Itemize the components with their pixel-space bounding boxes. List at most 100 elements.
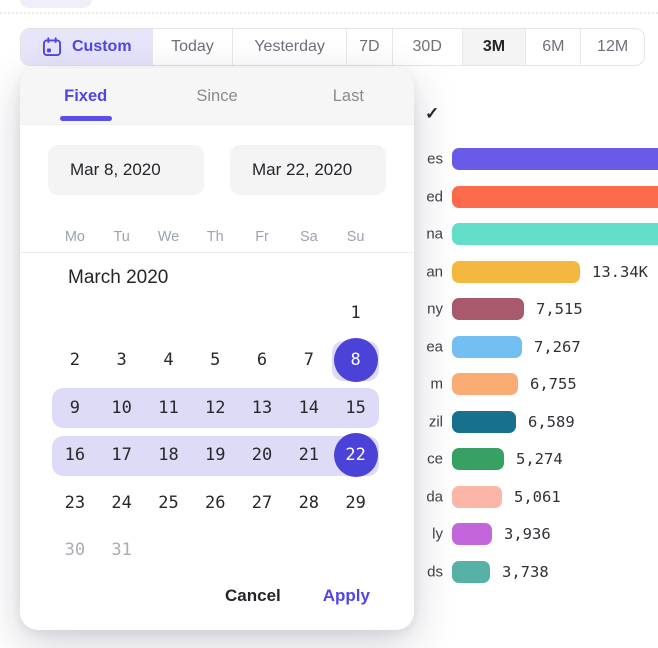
- value-bar[interactable]: [452, 148, 658, 171]
- tab-fixed[interactable]: Fixed: [20, 68, 151, 124]
- value-label: 3,936: [504, 525, 551, 544]
- country-label-fragment: es: [427, 150, 443, 168]
- day-cell-26[interactable]: 26: [204, 492, 226, 513]
- weekday-label: Mo: [64, 229, 85, 245]
- range-segment-30d[interactable]: 30D: [393, 29, 463, 65]
- chart-row: ea 7,267: [0, 328, 658, 366]
- day-cell-30: 30: [64, 540, 86, 561]
- day-cell-28[interactable]: 28: [298, 492, 320, 513]
- day-cell-5[interactable]: 5: [210, 350, 221, 371]
- day-cell-14[interactable]: 14: [298, 397, 320, 418]
- day-cell-20[interactable]: 20: [251, 445, 273, 466]
- calendar-week-row: 9 10 11 12 13 14 15: [51, 384, 379, 432]
- date-inputs-row: Mar 8, 2020 Mar 22, 2020: [48, 145, 386, 195]
- value-label: 5,061: [514, 487, 561, 506]
- country-label-fragment: m: [430, 375, 444, 393]
- chart-row: ly 3,936: [0, 515, 658, 553]
- day-cell-7[interactable]: 7: [303, 350, 314, 371]
- month-title: March 2020: [68, 267, 169, 288]
- cancel-button[interactable]: Cancel: [225, 586, 281, 605]
- day-cell-1[interactable]: 1: [350, 302, 361, 323]
- day-cell-27[interactable]: 27: [251, 492, 273, 513]
- day-cell-16[interactable]: 16: [64, 445, 86, 466]
- range-segment-3m[interactable]: 3M: [462, 29, 527, 65]
- value-label: 6,755: [530, 375, 577, 394]
- date-range-toolbar: Custom Today Yesterday 7D 30D 3M 6M 12M: [20, 28, 645, 66]
- day-cell-12[interactable]: 12: [204, 397, 226, 418]
- day-cell-17[interactable]: 17: [111, 445, 132, 466]
- value-bar[interactable]: [452, 260, 580, 283]
- weekday-label: We: [157, 229, 180, 245]
- weekday-label: Su: [346, 229, 365, 245]
- day-cell-13[interactable]: 13: [251, 397, 273, 418]
- day-cell-29[interactable]: 29: [345, 492, 366, 513]
- day-cell-10[interactable]: 10: [111, 397, 132, 418]
- selected-range-highlight: [51, 435, 379, 476]
- date-picker-tabs: Fixed Since Last: [20, 68, 414, 125]
- day-cell-18[interactable]: 18: [158, 445, 179, 466]
- chart-row: m 6,755: [0, 365, 658, 403]
- range-segment-7d[interactable]: 7D: [347, 29, 393, 65]
- value-bar[interactable]: [452, 448, 504, 471]
- country-label-fragment: na: [426, 225, 443, 243]
- segment-label: Today: [171, 38, 214, 55]
- date-picker-popup: Fixed Since Last Mar 8, 2020 Mar 22, 2020 …: [20, 68, 414, 630]
- value-bar[interactable]: [452, 335, 522, 358]
- value-label: 5,274: [516, 450, 563, 469]
- day-cell-11[interactable]: 11: [158, 397, 179, 418]
- chart-row: ny 7,515: [0, 290, 658, 328]
- day-cell-15[interactable]: 15: [345, 397, 366, 418]
- segment-label: Yesterday: [254, 38, 325, 55]
- day-cell-25[interactable]: 25: [158, 492, 179, 513]
- check-icon: ✓: [425, 104, 440, 123]
- value-bar[interactable]: [452, 223, 658, 246]
- value-bar[interactable]: [452, 298, 524, 321]
- country-label-fragment: ce: [427, 450, 443, 468]
- range-segment-6m[interactable]: 6M: [526, 29, 582, 65]
- tab-since[interactable]: Since: [196, 86, 238, 105]
- value-bar[interactable]: [452, 560, 490, 583]
- start-date-input[interactable]: Mar 8, 2020: [48, 145, 204, 195]
- country-label-fragment: da: [426, 488, 443, 506]
- day-cell-9[interactable]: 9: [69, 397, 81, 418]
- segment-label: 6M: [542, 38, 565, 55]
- day-cell-8[interactable]: 8: [332, 337, 379, 385]
- popup-actions: Cancel Apply: [225, 586, 370, 606]
- tab-last[interactable]: Last: [332, 86, 364, 105]
- day-cell-2[interactable]: 2: [69, 350, 81, 371]
- value-bar[interactable]: [452, 410, 516, 433]
- apply-button[interactable]: Apply: [322, 586, 370, 605]
- calendar-week-row: 30 31: [52, 527, 380, 575]
- day-cell-19[interactable]: 19: [204, 445, 226, 466]
- day-cell-24[interactable]: 24: [111, 492, 132, 513]
- segment-label: 12M: [597, 38, 629, 55]
- range-segment-yesterday[interactable]: Yesterday: [233, 29, 347, 65]
- value-bar[interactable]: [452, 373, 518, 396]
- segment-label: 7D: [359, 38, 380, 55]
- day-cell-3[interactable]: 3: [116, 350, 127, 371]
- value-bar[interactable]: [452, 485, 502, 508]
- chart-row: es: [0, 140, 658, 178]
- chart-row: an 13.34K: [0, 253, 658, 291]
- day-cell-21[interactable]: 21: [298, 445, 320, 466]
- chart-row: da 5,061: [0, 478, 658, 516]
- calendar-week-row: 16 17 18 19 20 21 22: [51, 432, 379, 480]
- value-label: 13.34K: [592, 262, 648, 281]
- day-cell-31: 31: [111, 540, 132, 561]
- range-segment-12m[interactable]: 12M: [581, 29, 644, 65]
- value-label: 7,515: [536, 300, 583, 319]
- segment-label: Custom: [72, 38, 132, 55]
- value-bar[interactable]: [452, 185, 658, 208]
- day-cell-6[interactable]: 6: [256, 350, 268, 371]
- day-cell-23[interactable]: 23: [64, 492, 86, 513]
- chart-row: ds 3,738: [0, 553, 658, 591]
- value-bar[interactable]: [452, 523, 492, 546]
- end-date-input[interactable]: Mar 22, 2020: [230, 145, 386, 195]
- range-segment-today[interactable]: Today: [153, 29, 234, 65]
- day-cell-4[interactable]: 4: [163, 350, 174, 371]
- day-cell-22[interactable]: 22: [332, 432, 379, 480]
- range-segment-custom[interactable]: Custom: [21, 29, 153, 65]
- selected-day-circle: 8: [333, 338, 378, 383]
